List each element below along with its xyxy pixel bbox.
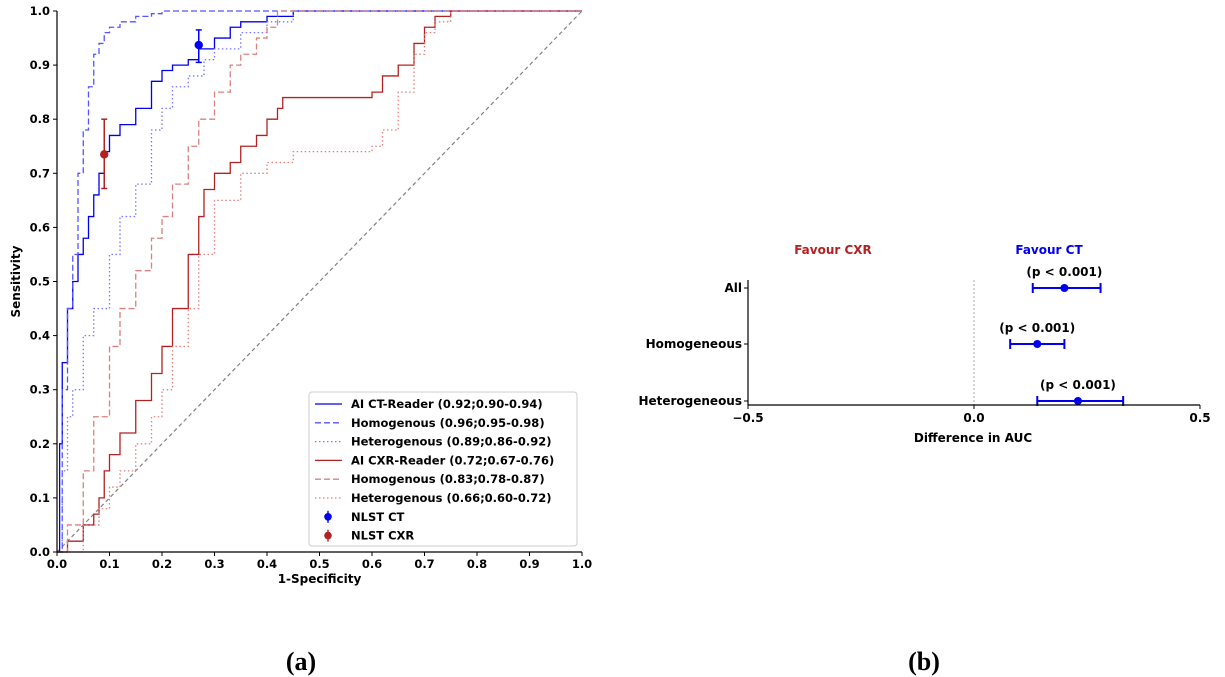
category-label: All — [724, 281, 742, 295]
y-tick-label: 0.8 — [30, 112, 50, 126]
legend-label: Heterogenous (0.89;0.86-0.92) — [351, 435, 551, 449]
roc-curve-3 — [57, 10, 582, 553]
roc-curve-2 — [57, 10, 582, 553]
p-value-annotation: (p < 0.001) — [1040, 378, 1116, 392]
y-tick-label: 1.0 — [30, 4, 50, 18]
roc-curve-1 — [57, 10, 582, 553]
y-tick-label: 0.7 — [30, 166, 50, 180]
favour-ct-label: Favour CT — [1015, 243, 1083, 257]
x-tick-label: 0.6 — [362, 557, 382, 571]
y-tick-label: 0.0 — [30, 545, 50, 559]
legend-box — [308, 391, 578, 547]
x-tick-label: 0.5 — [309, 557, 329, 571]
estimate-point-0 — [1060, 284, 1069, 292]
y-tick-label: 0.1 — [30, 491, 50, 505]
x-tick-label: 0.1 — [99, 557, 119, 571]
y-axis-label: Sensitivity — [9, 245, 23, 317]
reader-point-0 — [194, 40, 203, 50]
roc-curve-5 — [57, 10, 582, 553]
roc-curve-0 — [57, 10, 582, 553]
legend-label: NLST CXR — [351, 529, 414, 543]
roc-chart: (a) 0.0 0.1 0.2 0.3 0.4 0.5 0.6 0.7 0.8 0.9 1.0 0.0… — [9, 4, 592, 676]
favour-cxr-label: Favour CXR — [794, 243, 872, 257]
x-tick-label: 0.8 — [467, 557, 487, 571]
reader-point-1 — [100, 150, 109, 159]
p-value-annotation: (p < 0.001) — [1026, 265, 1102, 279]
x-tick-label: 0.4 — [257, 557, 277, 571]
x-tick-label: 0.0 — [47, 557, 67, 571]
y-tick-label: 0.4 — [30, 329, 50, 343]
panel-label-b: (b) — [908, 647, 940, 676]
y-tick-label: 0.3 — [30, 383, 50, 397]
category-label: Heterogeneous — [638, 394, 742, 408]
estimate-point-1 — [1033, 340, 1042, 348]
y-tick-label: 0.5 — [30, 275, 50, 289]
x-tick-label: 0.7 — [414, 557, 434, 571]
legend-point-marker-0 — [324, 513, 332, 521]
x-tick-label: 0.2 — [152, 557, 172, 571]
x-tick-label: 0.5 — [1189, 411, 1210, 425]
x-tick-label: −0.5 — [732, 411, 763, 425]
x-axis-label: Difference in AUC — [914, 431, 1032, 445]
p-value-annotation: (p < 0.001) — [999, 321, 1075, 335]
x-tick-label: 0.3 — [204, 557, 224, 571]
x-tick-label: 0.0 — [963, 411, 984, 425]
y-tick-label: 0.9 — [30, 58, 50, 72]
legend-label: AI CT-Reader (0.92;0.90-0.94) — [351, 397, 543, 411]
x-tick-label: 0.9 — [519, 557, 539, 571]
legend-label: Homogenous (0.96;0.95-0.98) — [351, 416, 545, 430]
panel-label-a: (a) — [286, 647, 316, 676]
legend-point-marker-1 — [324, 531, 332, 540]
estimate-point-2 — [1073, 397, 1082, 405]
y-tick-label: 0.2 — [30, 437, 50, 451]
x-tick-label: 1.0 — [572, 557, 592, 571]
legend-label: NLST CT — [351, 510, 405, 524]
y-tick-label: 0.6 — [30, 220, 50, 234]
x-axis-label: 1-Specificity — [278, 572, 362, 586]
legend-label: Homogenous (0.83;0.78-0.87) — [351, 472, 545, 486]
legend-label: Heterogenous (0.66;0.60-0.72) — [351, 491, 551, 505]
category-label: Homogeneous — [646, 337, 742, 351]
auc-difference-chart: (b) Favour CXR Favour CT All (p < 0.001) Hom… — [638, 243, 1210, 676]
roc-curve-4 — [57, 10, 582, 553]
legend-label: AI CXR-Reader (0.72;0.67-0.76) — [351, 453, 554, 467]
